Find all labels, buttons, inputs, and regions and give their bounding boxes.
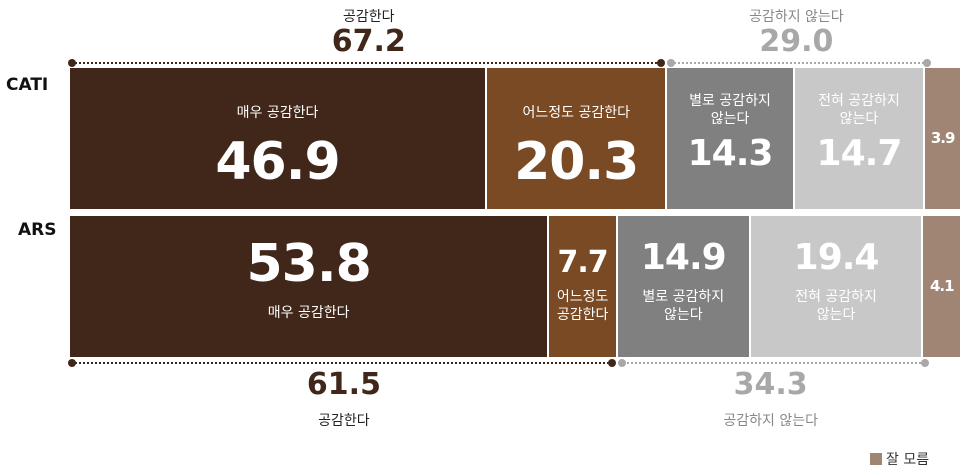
bar-segment: 4.1 [923,216,960,357]
bar-segment: 별로 공감하지 않는다 14.3 [667,68,795,209]
bar-cati: 매우 공감한다 46.9 어느정도 공감한다 20.3 별로 공감하지 않는다 14.3 전… [70,68,960,209]
legend-label-dont-know: 잘 모름 [886,452,930,468]
data-label: 7.7 [557,245,609,280]
agree-bracket-end [68,359,76,367]
data-label: 19.4 [793,237,880,278]
legend-swatch-dont-know [870,453,882,465]
data-label: 53.8 [246,234,371,294]
data-label: 14.9 [640,237,727,278]
agree-bracket-end [68,59,76,67]
segment-label: 별로 공감하지 않는다 [642,289,725,323]
data-label: 4.1 [929,276,955,295]
disagree-bracket [621,362,926,364]
legend: 잘 모름 [870,449,929,469]
disagree-bracket-end [617,359,626,367]
agree-bracket-end [607,359,616,367]
data-label: 20.3 [514,132,639,192]
data-label: 46.9 [215,132,340,192]
segment-label: 어느정도 공감한다 [556,289,609,323]
disagree-total-value: 34.3 [733,367,808,402]
agree-bracket [72,362,612,364]
disagree-total-label: 공감하지 않는다 [749,9,844,25]
bar-segment: 전혀 공감하지 않는다 19.4 [750,216,924,357]
bar-segment: 매우 공감한다 46.9 [70,68,487,209]
bar-segment: 별로 공감하지 않는다 14.9 [617,216,751,357]
segment-label: 별로 공감하지 않는다 [689,93,771,127]
agree-total-value: 61.5 [306,367,381,402]
row-label-ars: ARS [18,220,57,240]
data-label: 14.7 [816,133,903,174]
bar-segment: 매우 공감한다 53.8 [70,216,550,357]
bar-segment: 전혀 공감하지 않는다 14.7 [794,68,926,209]
segment-label: 어느정도 공감한다 [522,105,630,121]
bar-segment: 어느정도 공감한다 7.7 [549,216,618,357]
agree-bracket-end [657,59,666,67]
segment-label: 매우 공감한다 [236,105,319,121]
segment-label: 매우 공감한다 [267,305,350,321]
bar-segment: 어느정도 공감한다 20.3 [486,68,668,209]
disagree-bracket-end [923,59,932,67]
segment-label: 전혀 공감하지 않는다 [795,289,877,323]
disagree-total-label: 공감하지 않는다 [723,413,818,429]
agree-total-label: 공감한다 [318,413,370,429]
disagree-bracket-end [921,359,930,367]
data-label: 14.3 [687,133,774,174]
agree-total-value: 67.2 [331,24,406,59]
row-label-cati: CATI [6,75,49,95]
disagree-total-value: 29.0 [759,24,834,59]
data-label: 3.9 [930,128,956,147]
disagree-bracket [671,62,928,64]
bar-segment: 3.9 [925,68,960,209]
agree-total-label: 공감한다 [342,9,395,25]
segment-label: 전혀 공감하지 않는다 [818,93,900,127]
disagree-bracket-end [667,59,676,67]
agree-bracket [72,62,662,64]
bar-ars: 매우 공감한다 53.8 어느정도 공감한다 7.7 별로 공감하지 않는다 14.9 전혀… [70,216,960,357]
